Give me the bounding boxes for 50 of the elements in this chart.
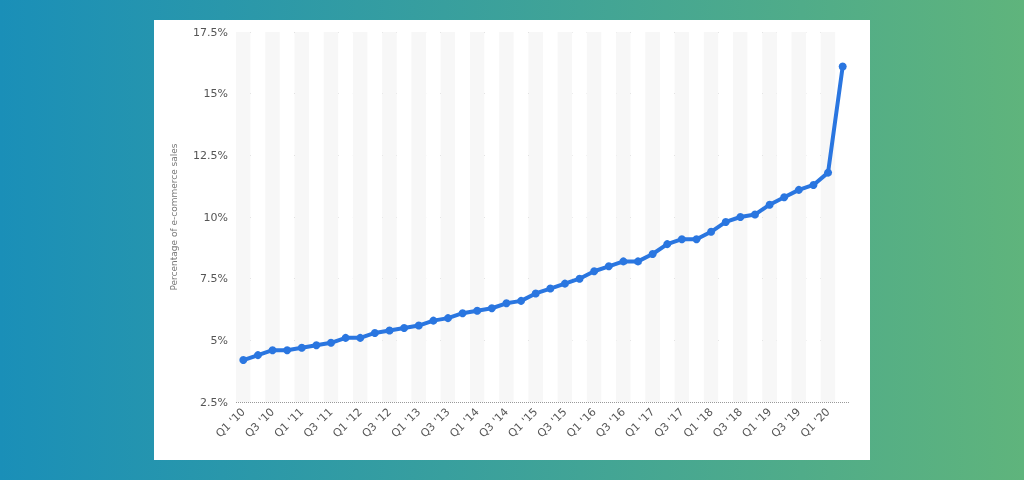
point	[253, 351, 262, 360]
point	[473, 306, 482, 315]
point	[736, 213, 745, 221]
point	[370, 328, 379, 337]
point	[692, 235, 701, 244]
point	[414, 321, 423, 330]
point	[458, 309, 467, 318]
point	[327, 338, 336, 347]
y-tick-label: 7.5%	[200, 272, 228, 286]
point	[356, 333, 365, 342]
point	[575, 274, 584, 283]
point	[283, 346, 292, 355]
point	[312, 341, 321, 350]
y-tick-label: 10%	[203, 210, 228, 224]
y-axis-title: Percentage of e-commerce sales	[168, 143, 179, 291]
point	[780, 193, 789, 202]
point	[400, 324, 409, 332]
point	[341, 333, 350, 342]
y-tick-label: 17.5%	[193, 25, 228, 39]
point	[809, 180, 818, 189]
point	[824, 168, 833, 177]
point	[502, 299, 511, 308]
point	[239, 356, 248, 365]
point	[604, 262, 613, 271]
y-tick-label: 12.5%	[193, 148, 228, 162]
point	[750, 210, 759, 219]
point	[443, 314, 452, 323]
point	[590, 267, 599, 276]
point	[385, 326, 394, 335]
point	[619, 257, 628, 266]
point	[560, 279, 569, 288]
point	[677, 235, 686, 244]
point	[517, 296, 526, 305]
point	[794, 185, 803, 194]
y-tick-label: 15%	[203, 87, 228, 101]
point	[429, 316, 438, 325]
point	[297, 343, 306, 352]
point	[663, 240, 672, 249]
point	[268, 346, 277, 355]
y-tick-label: 5%	[210, 333, 228, 347]
point	[707, 227, 716, 236]
point	[531, 289, 540, 298]
point	[634, 257, 643, 266]
point	[487, 304, 496, 313]
point	[838, 62, 847, 71]
y-tick-label: 2.5%	[200, 395, 228, 409]
point	[765, 200, 774, 209]
point	[721, 217, 730, 226]
point	[648, 250, 657, 258]
point	[546, 284, 555, 293]
